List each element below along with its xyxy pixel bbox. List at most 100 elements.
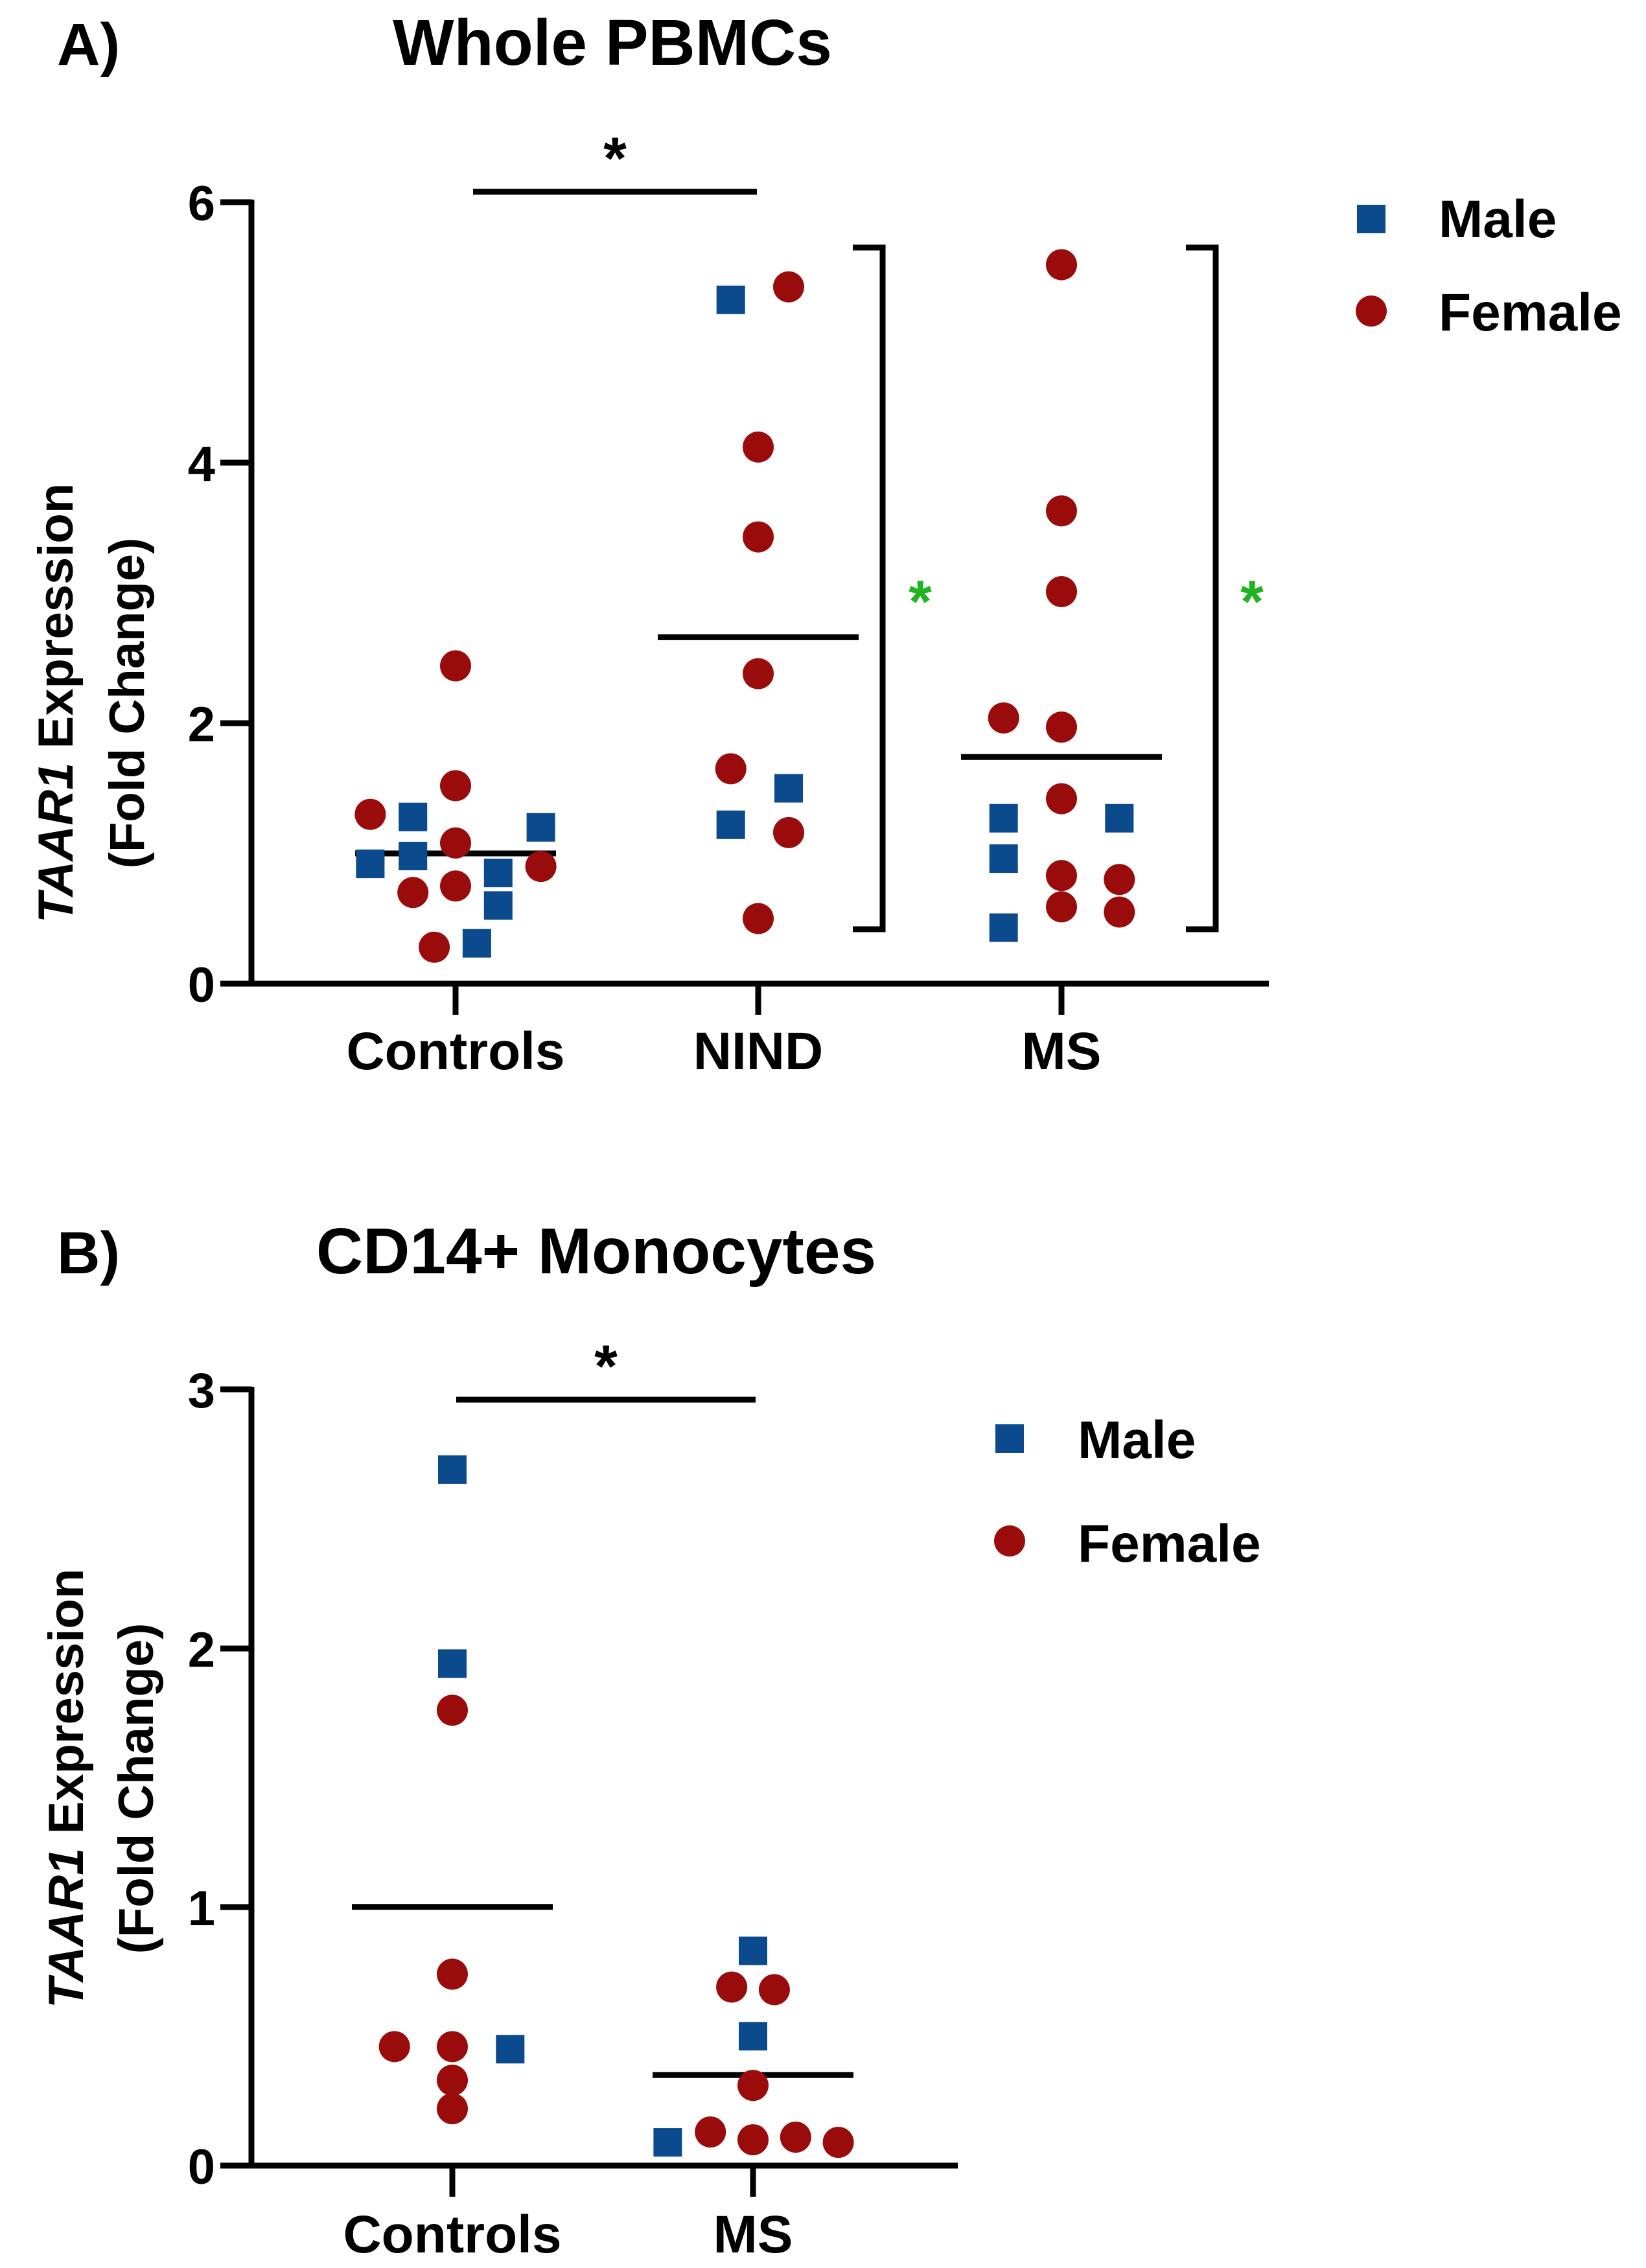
panel-b-female-point-controls-5	[437, 2093, 468, 2125]
panel-a-female-point-ms-23	[1046, 891, 1077, 923]
panel-a-x-label-nind: NIND	[693, 1022, 823, 1081]
panel-a-x-label-ms: MS	[1022, 1022, 1102, 1081]
panel-a-y-tick-label-4: 4	[188, 437, 215, 492]
svg-text:TAAR1 Expression: TAAR1 Expression	[29, 483, 84, 923]
panel-a-male-point-ms-13	[1105, 804, 1134, 833]
panel-a-male-point-ms-11	[989, 844, 1018, 874]
panel-a-male-point-controls-2	[399, 842, 428, 871]
panel-b-female-point-ms-6	[716, 1971, 748, 2003]
panel-a: A) Whole PBMCs TAAR1 Expression (Fold Ch…	[29, 6, 1622, 1081]
panel-b-male-point-ms-5	[653, 2128, 682, 2157]
panel-b-sig-star: *	[594, 1334, 618, 1400]
panel-a-legend-male-icon	[1357, 205, 1385, 233]
panel-b-female-point-controls-0	[437, 1695, 468, 1726]
panel-a-y-axis-label: TAAR1 Expression (Fold Change)	[29, 483, 155, 923]
panel-b-title: CD14+ Monocytes	[316, 1215, 876, 1288]
panel-a-legend-female-label: Female	[1439, 283, 1622, 342]
panel-b-label: B)	[57, 1220, 120, 1286]
panel-b-female-point-controls-2	[378, 2031, 410, 2063]
svg-text:TAAR1 Expression: TAAR1 Expression	[39, 1569, 94, 2009]
panel-a-male-point-ms-10	[989, 804, 1018, 833]
panel-b-female-point-ms-9	[695, 2116, 726, 2148]
panel-b-ylabel-italic: TAAR1	[39, 1848, 94, 2009]
panel-b: B) CD14+ Monocytes TAAR1 Expression (Fol…	[39, 1215, 1261, 2264]
panel-a-x-label-controls: Controls	[346, 1022, 564, 1081]
panel-b-female-point-ms-7	[758, 1974, 790, 2006]
panel-a-male-point-controls-3	[483, 859, 513, 888]
panel-a-female-point-ms-21	[1046, 860, 1077, 892]
panel-a-data-marks	[354, 249, 1162, 963]
panel-a-male-point-controls-0	[356, 850, 385, 879]
panel-a-female-point-controls-0	[354, 798, 386, 830]
panel-b-male-point-controls-1	[438, 1649, 467, 1678]
panel-a-y-tick-label-0: 0	[188, 958, 215, 1013]
panel-a-female-point-ms-24	[1104, 896, 1135, 928]
panel-a-y-tick-label-2: 2	[188, 697, 215, 752]
panel-b-female-point-controls-3	[437, 2031, 468, 2063]
panel-b-female-point-ms-11	[780, 2122, 811, 2153]
panel-a-female-point-controls-1	[440, 650, 471, 682]
panel-a-y-tick-label-6: 6	[188, 176, 215, 231]
panel-a-female-point-nind-13	[773, 816, 804, 848]
panel-b-y-tick-label-0: 0	[188, 2140, 215, 2195]
panel-b-male-point-controls-0	[438, 1455, 467, 1484]
panel-b-ylabel-rest: Expression	[39, 1569, 94, 1848]
panel-a-female-point-ms-17	[1046, 575, 1077, 607]
panel-b-ylabel-line2: (Fold Change)	[109, 1623, 164, 1954]
panel-b-legend: Male Female	[994, 1411, 1261, 1573]
panel-a-ylabel-italic: TAAR1	[29, 763, 84, 923]
panel-a-female-point-ms-16	[1046, 495, 1077, 527]
panel-b-y-tick-label-2: 2	[188, 1623, 215, 1678]
panel-a-male-point-controls-4	[483, 891, 513, 920]
panel-b-x-label-controls: Controls	[343, 2205, 561, 2264]
panel-a-legend-female-icon	[1356, 295, 1387, 327]
panel-a-female-point-controls-6	[419, 931, 450, 963]
panel-b-female-point-controls-4	[437, 2065, 468, 2096]
panel-b-data-marks	[352, 1455, 854, 2158]
panel-a-legend-male-label: Male	[1439, 190, 1557, 249]
panel-a-male-point-controls-6	[526, 813, 555, 842]
panel-b-female-point-controls-1	[437, 1958, 468, 1990]
panel-a-female-point-ms-20	[1046, 783, 1077, 815]
panel-a-sig-star-nind: *	[909, 569, 932, 635]
panel-a-bracket-ms	[1186, 244, 1219, 932]
panel-a-ylabel-rest: Expression	[29, 483, 84, 763]
panel-a-female-point-ms-19	[1046, 712, 1077, 743]
panel-a-label: A)	[57, 12, 120, 78]
panel-a-bracket-nind	[853, 244, 886, 932]
panel-a-female-point-ms-15	[1046, 249, 1077, 281]
panel-a-female-point-ms-22	[1104, 864, 1135, 896]
panel-a-female-point-controls-2	[440, 770, 471, 802]
panel-a-female-point-nind-9	[743, 431, 774, 463]
panel-b-female-point-ms-8	[737, 2070, 769, 2101]
panel-a-ylabel-line2: (Fold Change)	[100, 538, 155, 869]
panel-b-y-tick-label-3: 3	[188, 1363, 215, 1418]
panel-a-female-point-controls-7	[525, 851, 557, 883]
panel-b-male-point-ms-4	[739, 2022, 767, 2051]
panel-a-male-point-nind-7	[716, 285, 745, 314]
panel-a-female-point-nind-11	[743, 658, 774, 689]
panel-a-female-point-ms-18	[988, 702, 1019, 734]
panel-a-female-point-controls-4	[440, 870, 471, 902]
panel-a-legend: Male Female	[1356, 190, 1622, 342]
panel-b-legend-female-label: Female	[1078, 1514, 1261, 1573]
panel-b-female-point-ms-12	[822, 2127, 854, 2158]
panel-b-y-axis-label: TAAR1 Expression (Fold Change)	[39, 1569, 164, 2009]
panel-a-sig-star: *	[603, 126, 627, 192]
panel-b-legend-female-icon	[994, 1525, 1025, 1556]
panel-b-legend-male-icon	[995, 1424, 1024, 1453]
panel-a-male-point-nind-8	[716, 810, 745, 839]
panel-a-female-point-controls-3	[440, 827, 471, 859]
panel-a-female-point-controls-5	[397, 877, 429, 908]
panel-b-x-label-ms: MS	[713, 2205, 793, 2264]
panel-b-male-point-ms-3	[739, 1936, 767, 1965]
panel-a-male-point-nind-9	[774, 774, 803, 803]
panel-a-male-point-ms-12	[989, 913, 1018, 942]
panel-a-female-point-nind-8	[773, 271, 804, 303]
panel-a-title: Whole PBMCs	[393, 6, 832, 79]
panel-a-sig-star-ms: *	[1240, 569, 1264, 635]
panel-b-legend-male-label: Male	[1078, 1411, 1196, 1470]
panel-a-female-point-nind-12	[715, 753, 747, 785]
panel-a-female-point-nind-14	[743, 903, 774, 934]
panel-a-male-point-controls-1	[399, 802, 428, 831]
